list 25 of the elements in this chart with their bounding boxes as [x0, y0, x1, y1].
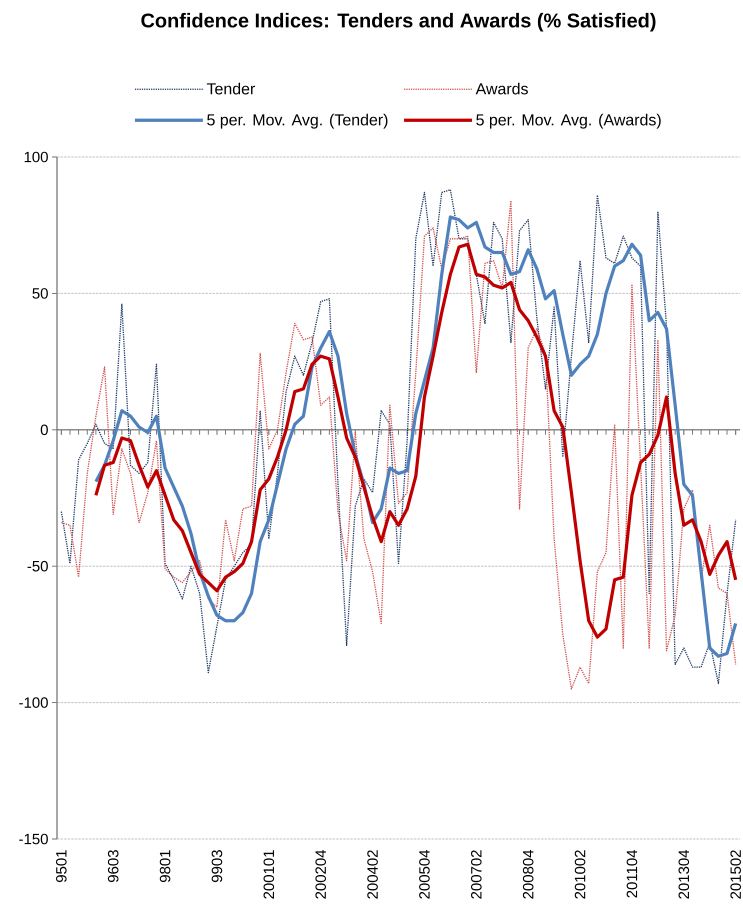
y-tick-label: -100	[19, 697, 48, 708]
x-tick-label: 9903	[212, 850, 222, 882]
x-tick-label: 200504	[419, 850, 430, 899]
x-tick-label: 201502	[730, 850, 741, 899]
y-tick-label: 100	[24, 152, 48, 162]
x-tick-label: 200204	[315, 850, 326, 899]
x-tick-label: 200804	[522, 850, 534, 899]
x-tick-label: 200702	[471, 850, 482, 899]
x-tick-label: 200101	[264, 850, 274, 899]
legend-label: Awards	[476, 82, 528, 94]
x-tick-label: 9501	[56, 850, 67, 882]
y-tick-label: 50	[32, 288, 48, 299]
legend-label: Tender	[206, 82, 256, 94]
x-tick-label: 200402	[367, 850, 378, 899]
y-tick-label: 0	[40, 424, 48, 436]
y-tick-label: -150	[19, 834, 48, 844]
chart-title: Confidence Indices: Tenders and Awards (% Satisfied)	[141, 12, 656, 32]
x-tick-label: 9801	[160, 850, 170, 882]
x-tick-label: 201304	[678, 850, 690, 899]
x-tick-label: 201104	[626, 850, 638, 898]
legend-label: 5 per. Mov. Avg. (Awards)	[476, 114, 661, 129]
x-tick-label: 201002	[574, 850, 586, 899]
legend-label: 5 per. Mov. Avg. (Tender)	[207, 114, 388, 129]
x-tick-label: 9603	[108, 850, 118, 882]
y-tick-label: -50	[28, 560, 48, 572]
